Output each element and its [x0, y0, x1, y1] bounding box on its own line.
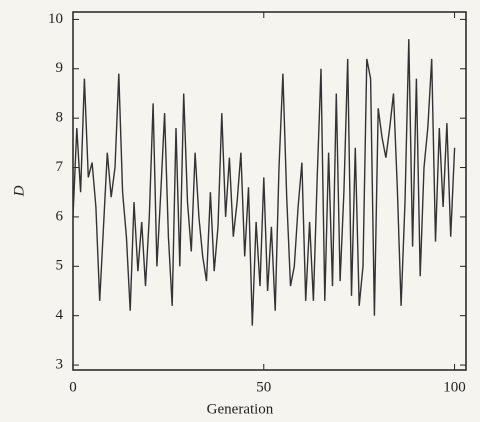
y-tick-label: 5 [56, 258, 64, 274]
y-tick-label: 6 [56, 208, 64, 224]
y-tick-label: 9 [56, 60, 64, 76]
x-tick-label: 50 [256, 379, 271, 395]
y-tick-label: 10 [48, 11, 63, 27]
x-tick-label: 100 [443, 379, 466, 395]
x-tick-label: 0 [69, 379, 77, 395]
x-axis-label: Generation [207, 401, 274, 417]
y-tick-label: 8 [56, 110, 64, 126]
y-tick-label: 4 [56, 307, 64, 323]
y-tick-label: 3 [56, 356, 64, 372]
data-line [72, 39, 456, 326]
plot-frame [72, 11, 467, 371]
y-axis-label: D [11, 185, 27, 197]
y-tick-label: 7 [56, 159, 64, 175]
